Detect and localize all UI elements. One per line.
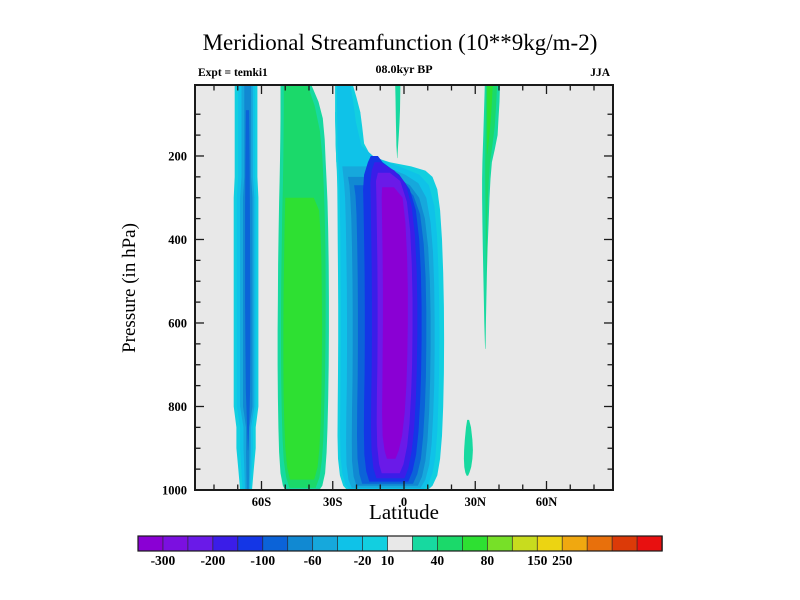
contour-band-south-negative-100 <box>245 110 251 451</box>
y-axis-title: Pressure (in hPa) <box>119 223 140 353</box>
x-axis-tick-label: 60N <box>536 495 558 509</box>
contour-band-north-positive-60 <box>487 85 493 155</box>
colorbar-cell[interactable] <box>511 535 538 552</box>
plot-frame <box>194 84 614 491</box>
colorbar-tick-label: 40 <box>431 553 445 568</box>
colorbar-cell[interactable] <box>362 535 389 552</box>
colorbar-cell[interactable] <box>312 535 339 552</box>
colorbar-tick-label: 80 <box>481 553 495 568</box>
colorbar-tick-label: -100 <box>250 553 275 568</box>
colorbar-tick-label: -200 <box>200 553 225 568</box>
colorbar-tick-label: -300 <box>151 553 176 568</box>
colorbar-cell[interactable] <box>262 535 289 552</box>
colorbar-cell[interactable] <box>611 535 638 552</box>
colorbar-tick-label: 10 <box>381 553 395 568</box>
y-axis-tick-label: 600 <box>168 316 187 330</box>
x-axis-tick-label: 30S <box>323 495 343 509</box>
colorbar-tick-label: 250 <box>552 553 573 568</box>
colorbar-cell[interactable] <box>162 535 189 552</box>
colorbar-tick-label: -20 <box>354 553 372 568</box>
y-axis-tick-label: 800 <box>168 400 187 414</box>
x-axis-tick-label: 0 <box>401 495 407 509</box>
colorbar-cell[interactable] <box>187 535 214 552</box>
y-axis-tick-label: 400 <box>168 233 187 247</box>
y-axis-tick-label: 1000 <box>162 484 187 498</box>
x-axis-tick-label: 30N <box>464 495 486 509</box>
colorbar[interactable]: -300 -200 -100 -60 -20 10 40 80 150 250 <box>137 535 663 568</box>
season-label: JJA <box>590 67 611 79</box>
contour-band-north-lowlevel-positive-patch <box>463 419 473 476</box>
contour-band-tropical-negative-300-core <box>381 187 408 459</box>
colorbar-tick-label: 150 <box>527 553 548 568</box>
colorbar-cell[interactable] <box>462 535 489 552</box>
colorbar-cell[interactable] <box>486 535 514 552</box>
colorbar-tick-label: -60 <box>304 553 322 568</box>
experiment-label: Expt = temki1 <box>198 67 268 79</box>
colorbar-cell[interactable] <box>337 535 364 552</box>
axis-layer: 60S 30S 0 30N 60N 200 400 600 800 1000 <box>162 85 613 509</box>
colorbar-cell[interactable] <box>137 535 164 552</box>
colorbar-cell[interactable] <box>636 535 663 552</box>
contour-band-equatorial-positive-filament <box>395 85 401 159</box>
colorbar-cell[interactable] <box>437 535 464 552</box>
page-title: Meridional Streamfunction (10**9kg/m-2) <box>203 30 598 55</box>
x-axis-title: Latitude <box>369 500 439 524</box>
colorbar-cell[interactable] <box>287 535 314 552</box>
colorbar-cell[interactable] <box>586 535 613 552</box>
period-label: 08.0kyr BP <box>375 62 432 76</box>
colorbar-cell[interactable] <box>561 535 588 552</box>
colorbar-cell[interactable] <box>237 535 264 552</box>
contour-field <box>233 85 500 490</box>
y-axis-tick-label: 200 <box>168 149 187 163</box>
colorbar-cell[interactable] <box>387 535 414 552</box>
x-axis-tick-label: 60S <box>252 495 272 509</box>
colorbar-cell[interactable] <box>212 535 239 552</box>
colorbar-cell[interactable] <box>536 535 563 552</box>
colorbar-frame <box>137 535 663 552</box>
colorbar-cell[interactable] <box>412 535 439 552</box>
contour-band-south-positive-60 <box>283 197 323 480</box>
